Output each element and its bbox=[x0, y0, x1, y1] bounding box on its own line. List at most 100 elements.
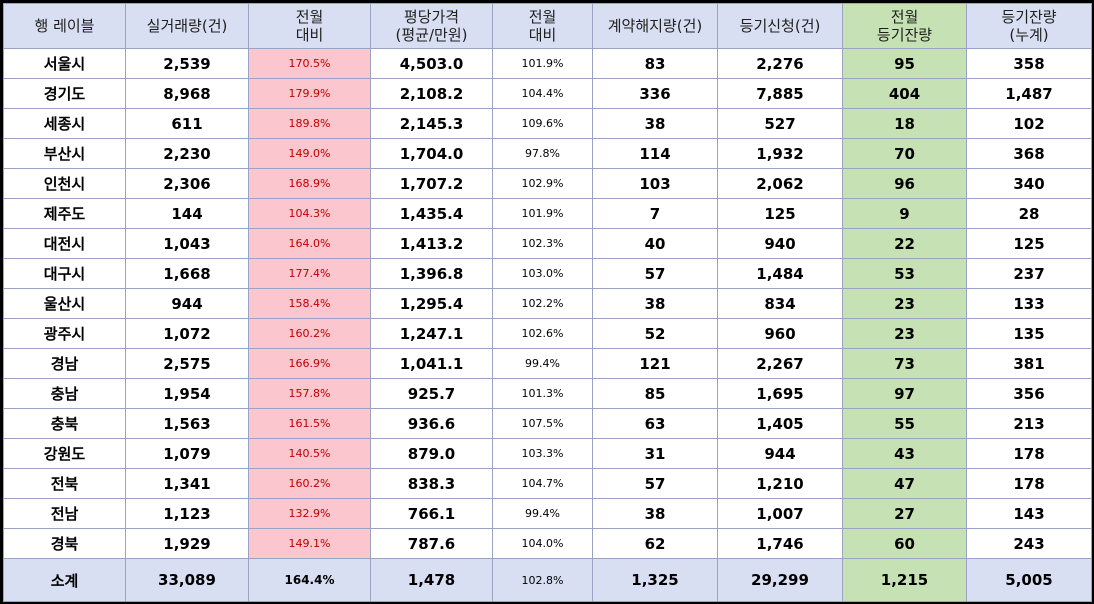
table-row[interactable]: 경기도 8,968 179.9% 2,108.2 104.4% 336 7,885 404 1,… bbox=[3, 78, 1092, 109]
cell-prev-month-registration-balance: 53 bbox=[842, 258, 967, 289]
cell-price-per-pyeong: 1,247.1 bbox=[370, 318, 493, 349]
total-transaction-mom-change: 164.4% bbox=[248, 558, 371, 602]
cell-transaction-count: 8,968 bbox=[125, 78, 249, 109]
table-row[interactable]: 전북 1,341 160.2% 838.3 104.7% 57 1,210 47 178 bbox=[3, 468, 1092, 499]
cell-transaction-count: 2,575 bbox=[125, 348, 249, 379]
cell-prev-month-registration-balance: 97 bbox=[842, 378, 967, 409]
cell-price-per-pyeong: 1,295.4 bbox=[370, 288, 493, 319]
cell-price-per-pyeong: 4,503.0 bbox=[370, 48, 493, 79]
total-registration-application-count: 29,299 bbox=[717, 558, 843, 602]
cell-price-per-pyeong: 2,108.2 bbox=[370, 78, 493, 109]
cell-contract-cancellation-count: 7 bbox=[592, 198, 718, 229]
cell-prev-month-registration-balance: 404 bbox=[842, 78, 967, 109]
cell-transaction-count: 1,123 bbox=[125, 498, 249, 529]
cell-price-per-pyeong: 1,413.2 bbox=[370, 228, 493, 259]
table-row[interactable]: 세종시 611 189.8% 2,145.3 109.6% 38 527 18 102 bbox=[3, 108, 1092, 139]
header-text-line: (누계) bbox=[1009, 26, 1049, 44]
cell-region-label: 경기도 bbox=[3, 78, 126, 109]
cell-contract-cancellation-count: 52 bbox=[592, 318, 718, 349]
total-prev-month-registration-balance: 1,215 bbox=[842, 558, 967, 602]
header-registration-application-count[interactable]: 등기신청(건) bbox=[717, 3, 843, 49]
cell-region-label: 충북 bbox=[3, 408, 126, 439]
header-transaction-count[interactable]: 실거래량(건) bbox=[125, 3, 249, 49]
header-price-mom-change[interactable]: 전월 대비 bbox=[492, 3, 593, 49]
cell-transaction-mom-change: 170.5% bbox=[248, 48, 371, 79]
table-row[interactable]: 서울시 2,539 170.5% 4,503.0 101.9% 83 2,276 95 358 bbox=[3, 48, 1092, 79]
cell-registration-application-count: 1,695 bbox=[717, 378, 843, 409]
cell-contract-cancellation-count: 38 bbox=[592, 498, 718, 529]
cell-cumulative-registration-balance: 340 bbox=[966, 168, 1092, 199]
table-row[interactable]: 대전시 1,043 164.0% 1,413.2 102.3% 40 940 22 125 bbox=[3, 228, 1092, 259]
table-row[interactable]: 인천시 2,306 168.9% 1,707.2 102.9% 103 2,062 96 340 bbox=[3, 168, 1092, 199]
cell-price-mom-change: 104.7% bbox=[492, 468, 593, 499]
cell-transaction-mom-change: 149.1% bbox=[248, 528, 371, 559]
cell-price-mom-change: 102.3% bbox=[492, 228, 593, 259]
cell-prev-month-registration-balance: 95 bbox=[842, 48, 967, 79]
cell-region-label: 전북 bbox=[3, 468, 126, 499]
cell-transaction-mom-change: 168.9% bbox=[248, 168, 371, 199]
cell-region-label: 인천시 bbox=[3, 168, 126, 199]
cell-contract-cancellation-count: 63 bbox=[592, 408, 718, 439]
cell-price-per-pyeong: 1,396.8 bbox=[370, 258, 493, 289]
cell-transaction-mom-change: 160.2% bbox=[248, 468, 371, 499]
cell-contract-cancellation-count: 114 bbox=[592, 138, 718, 169]
table-row[interactable]: 경남 2,575 166.9% 1,041.1 99.4% 121 2,267 73 381 bbox=[3, 348, 1092, 379]
cell-transaction-mom-change: 104.3% bbox=[248, 198, 371, 229]
header-text-line: 전월 bbox=[890, 8, 919, 26]
header-text-line: 실거래량(건) bbox=[146, 17, 228, 35]
cell-transaction-mom-change: 189.8% bbox=[248, 108, 371, 139]
cell-price-per-pyeong: 1,704.0 bbox=[370, 138, 493, 169]
cell-price-per-pyeong: 925.7 bbox=[370, 378, 493, 409]
table-row[interactable]: 제주도 144 104.3% 1,435.4 101.9% 7 125 9 28 bbox=[3, 198, 1092, 229]
table-row[interactable]: 대구시 1,668 177.4% 1,396.8 103.0% 57 1,484 53 237 bbox=[3, 258, 1092, 289]
table-row[interactable]: 울산시 944 158.4% 1,295.4 102.2% 38 834 23 133 bbox=[3, 288, 1092, 319]
cell-transaction-count: 1,929 bbox=[125, 528, 249, 559]
cell-price-mom-change: 104.0% bbox=[492, 528, 593, 559]
table-row[interactable]: 광주시 1,072 160.2% 1,247.1 102.6% 52 960 23 135 bbox=[3, 318, 1092, 349]
cell-region-label: 세종시 bbox=[3, 108, 126, 139]
table-row[interactable]: 경북 1,929 149.1% 787.6 104.0% 62 1,746 60 243 bbox=[3, 528, 1092, 559]
cell-registration-application-count: 1,405 bbox=[717, 408, 843, 439]
table-row[interactable]: 강원도 1,079 140.5% 879.0 103.3% 31 944 43 178 bbox=[3, 438, 1092, 469]
header-transaction-mom-change[interactable]: 전월 대비 bbox=[248, 3, 371, 49]
cell-contract-cancellation-count: 57 bbox=[592, 468, 718, 499]
cell-transaction-count: 1,954 bbox=[125, 378, 249, 409]
cell-prev-month-registration-balance: 70 bbox=[842, 138, 967, 169]
table-row[interactable]: 전남 1,123 132.9% 766.1 99.4% 38 1,007 27 143 bbox=[3, 498, 1092, 529]
cell-transaction-count: 1,563 bbox=[125, 408, 249, 439]
header-price-per-pyeong[interactable]: 평당가격 (평균/만원) bbox=[370, 3, 493, 49]
cell-price-mom-change: 102.9% bbox=[492, 168, 593, 199]
table-row[interactable]: 부산시 2,230 149.0% 1,704.0 97.8% 114 1,932 70 368 bbox=[3, 138, 1092, 169]
header-text-line: 대비 bbox=[528, 26, 557, 44]
cell-prev-month-registration-balance: 18 bbox=[842, 108, 967, 139]
cell-transaction-count: 2,539 bbox=[125, 48, 249, 79]
table-row[interactable]: 충북 1,563 161.5% 936.6 107.5% 63 1,405 55 213 bbox=[3, 408, 1092, 439]
cell-transaction-mom-change: 158.4% bbox=[248, 288, 371, 319]
cell-price-mom-change: 107.5% bbox=[492, 408, 593, 439]
cell-contract-cancellation-count: 31 bbox=[592, 438, 718, 469]
cell-price-mom-change: 99.4% bbox=[492, 348, 593, 379]
cell-prev-month-registration-balance: 43 bbox=[842, 438, 967, 469]
cell-price-mom-change: 104.4% bbox=[492, 78, 593, 109]
cell-region-label: 대전시 bbox=[3, 228, 126, 259]
header-cumulative-registration-balance[interactable]: 등기잔량 (누계) bbox=[966, 3, 1092, 49]
cell-region-label: 대구시 bbox=[3, 258, 126, 289]
cell-registration-application-count: 944 bbox=[717, 438, 843, 469]
cell-prev-month-registration-balance: 9 bbox=[842, 198, 967, 229]
cell-price-per-pyeong: 1,435.4 bbox=[370, 198, 493, 229]
cell-registration-application-count: 7,885 bbox=[717, 78, 843, 109]
cell-cumulative-registration-balance: 243 bbox=[966, 528, 1092, 559]
cell-contract-cancellation-count: 336 bbox=[592, 78, 718, 109]
real-estate-transaction-table: 행 레이블 실거래량(건) 전월 대비 평당가격 (평균/만원) 전월 대비 계약해지량(건) 등… bbox=[3, 3, 1092, 602]
cell-cumulative-registration-balance: 356 bbox=[966, 378, 1092, 409]
cell-region-label: 부산시 bbox=[3, 138, 126, 169]
cell-price-mom-change: 103.3% bbox=[492, 438, 593, 469]
header-prev-month-registration-balance[interactable]: 전월 등기잔량 bbox=[842, 3, 967, 49]
total-transaction-count: 33,089 bbox=[125, 558, 249, 602]
table-row[interactable]: 충남 1,954 157.8% 925.7 101.3% 85 1,695 97 356 bbox=[3, 378, 1092, 409]
cell-registration-application-count: 125 bbox=[717, 198, 843, 229]
cell-transaction-mom-change: 179.9% bbox=[248, 78, 371, 109]
cell-cumulative-registration-balance: 213 bbox=[966, 408, 1092, 439]
header-region-label[interactable]: 행 레이블 bbox=[3, 3, 126, 49]
header-contract-cancellation-count[interactable]: 계약해지량(건) bbox=[592, 3, 718, 49]
